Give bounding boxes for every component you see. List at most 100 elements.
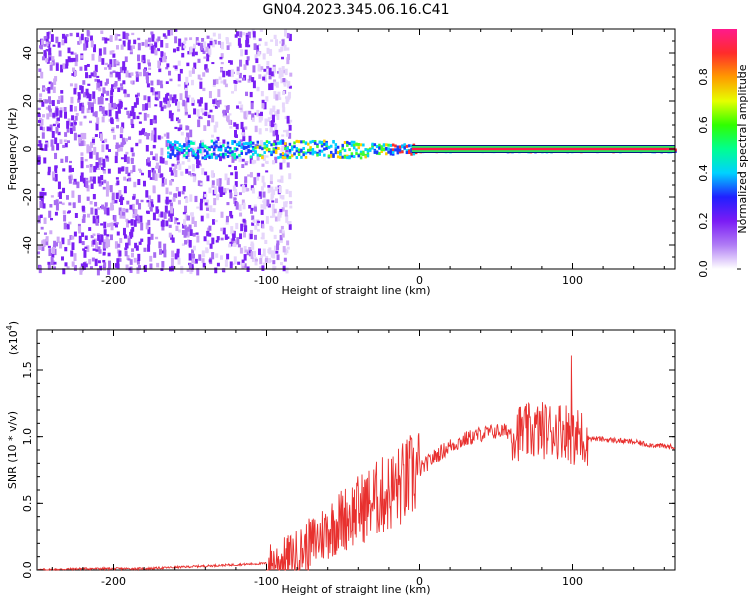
heatmap-cell (218, 183, 222, 188)
heatmap-cell (311, 148, 315, 152)
y-tick-label: 40 (21, 46, 34, 60)
heatmap-cell (195, 232, 199, 235)
heatmap-cell (215, 78, 219, 85)
heatmap-cell (279, 208, 283, 213)
heatmap-cell (79, 103, 83, 111)
heatmap-cell (53, 78, 57, 86)
heatmap-cell (169, 78, 173, 82)
heatmap-cell (183, 45, 187, 49)
colorbar-tick-label: 0.4 (697, 164, 710, 182)
heatmap-cell (288, 224, 292, 230)
heatmap-cell (44, 99, 48, 104)
heatmap-cell (105, 238, 109, 247)
heatmap-cell (111, 196, 115, 204)
heatmap-cell (212, 32, 216, 37)
heatmap-cell (334, 143, 338, 147)
heatmap-cell (346, 140, 349, 144)
heatmap-cell (130, 157, 134, 164)
heatmap-cell (144, 132, 148, 137)
heatmap-cell (266, 47, 270, 54)
heatmap-cell (58, 50, 62, 57)
heatmap-cell (190, 79, 194, 86)
heatmap-cell (159, 156, 163, 164)
heatmap-cell (187, 94, 191, 98)
heatmap-cell (258, 191, 262, 199)
heatmap-cell (160, 39, 164, 48)
heatmap-cell (102, 246, 106, 251)
heatmap-cell (45, 49, 49, 52)
heatmap-cell (278, 67, 282, 71)
heatmap-cell (243, 232, 247, 238)
heatmap-cell (278, 97, 282, 100)
heatmap-cell (109, 222, 113, 227)
heatmap-cell (141, 42, 145, 46)
heatmap-cell (72, 67, 76, 72)
heatmap-cell (316, 153, 319, 157)
heatmap-cell (288, 132, 292, 139)
heatmap-cell (274, 140, 278, 144)
heatmap-cell (238, 204, 242, 212)
heatmap-cell (220, 80, 224, 84)
colorbar-tick-label: 0.6 (697, 116, 710, 134)
heatmap-cell (158, 248, 162, 255)
heatmap-cell (270, 143, 273, 147)
heatmap-cell (52, 123, 56, 127)
heatmap-cell (107, 185, 111, 191)
heatmap-cell (100, 95, 104, 104)
heatmap-cell (224, 234, 228, 240)
heatmap-cell (182, 223, 186, 229)
heatmap-cell (251, 215, 255, 221)
heatmap-cell (168, 211, 172, 217)
heatmap-cell (151, 33, 155, 42)
heatmap-cell (150, 204, 154, 208)
heatmap-cell (257, 51, 261, 57)
heatmap-cell (256, 109, 260, 117)
heatmap-cell (182, 186, 186, 192)
heatmap-cell (189, 229, 193, 236)
heatmap-cell (235, 222, 239, 230)
heatmap-cell (178, 229, 182, 233)
heatmap-cell (332, 139, 335, 143)
heatmap-cell (88, 74, 92, 79)
heatmap-cell (130, 118, 134, 125)
heatmap-cell (230, 238, 234, 245)
heatmap-cell (193, 62, 197, 69)
heatmap-cell (249, 155, 253, 159)
heatmap-cell (92, 215, 96, 224)
heatmap-cell (249, 91, 253, 98)
heatmap-cell (149, 206, 153, 210)
heatmap-cell (99, 80, 103, 87)
heatmap-cell (260, 91, 264, 97)
heatmap-cell (268, 67, 272, 76)
heatmap-cell (287, 54, 291, 61)
heatmap-cell (125, 264, 129, 271)
heatmap-cell (71, 73, 75, 76)
heatmap-cell (126, 93, 130, 98)
heatmap-cell (240, 151, 243, 155)
heatmap-cell (47, 166, 51, 173)
heatmap-cell (58, 96, 62, 100)
heatmap-cell (230, 69, 234, 78)
heatmap-cell (45, 140, 49, 144)
heatmap-cell (271, 191, 275, 198)
heatmap-cell (74, 83, 78, 90)
heatmap-cell (137, 179, 141, 186)
heatmap-cell (241, 265, 245, 269)
heatmap-cell (258, 153, 262, 157)
heatmap-cell (193, 108, 197, 115)
heatmap-cell (93, 44, 97, 53)
heatmap-cell (189, 141, 193, 145)
heatmap-cell (120, 211, 124, 215)
heatmap-cell (180, 148, 184, 152)
heatmap-cell (265, 155, 269, 158)
heatmap-cell (359, 152, 363, 156)
heatmap-cell (73, 106, 77, 112)
x-tick-label: 100 (562, 575, 583, 588)
heatmap-cell (88, 145, 92, 154)
heatmap-cell (107, 252, 111, 257)
heatmap-cell (142, 54, 146, 60)
heatmap-cell (267, 257, 271, 264)
heatmap-cell (183, 219, 187, 226)
heatmap-cell (103, 170, 107, 174)
y-tick-label: 1.5 (21, 361, 34, 379)
